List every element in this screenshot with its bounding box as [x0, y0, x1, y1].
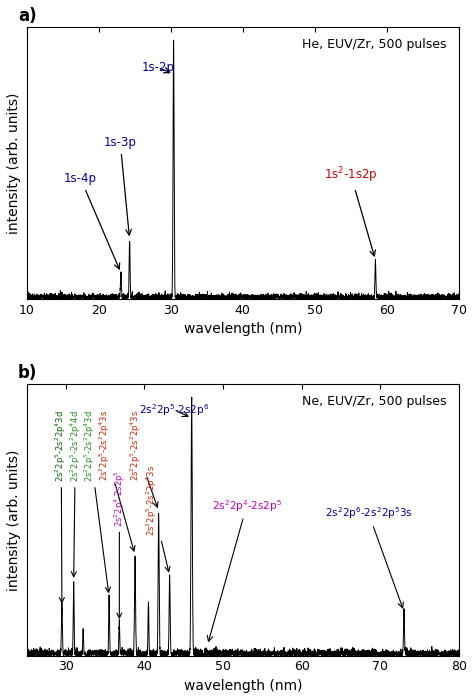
Y-axis label: intensity (arb. units): intensity (arb. units)	[7, 92, 21, 234]
Text: 2s$^2$2p$^6$-2s$^2$2p$^5$3s: 2s$^2$2p$^6$-2s$^2$2p$^5$3s	[325, 505, 412, 608]
X-axis label: wavelength (nm): wavelength (nm)	[183, 679, 302, 693]
Text: 2s$^2$2p$^5$-2s2p$^6$: 2s$^2$2p$^5$-2s2p$^6$	[139, 402, 210, 418]
Text: 2s$^2$2p$^4$-2s2p$^5$: 2s$^2$2p$^4$-2s2p$^5$	[207, 498, 282, 641]
Text: 2s$^2$2p$^5$-2s$^2$2p$^4$3d: 2s$^2$2p$^5$-2s$^2$2p$^4$3d	[82, 410, 110, 592]
Text: 1s-3p: 1s-3p	[104, 136, 137, 235]
Text: 1s$^2$-1s2p: 1s$^2$-1s2p	[324, 165, 378, 256]
Text: b): b)	[18, 363, 37, 382]
Text: 2s$^2$2p$^4$-2s2p$^5$: 2s$^2$2p$^4$-2s2p$^5$	[112, 470, 127, 618]
Y-axis label: intensity (arb. units): intensity (arb. units)	[7, 449, 21, 591]
Text: 2s$^2$2p$^5$-2s$^2$2p$^4$3d: 2s$^2$2p$^5$-2s$^2$2p$^4$3d	[54, 410, 68, 603]
Text: 1s-2p: 1s-2p	[141, 61, 174, 74]
Text: 2s$^2$2p$^5$-2s$^2$2p$^4$4d: 2s$^2$2p$^5$-2s$^2$2p$^4$4d	[68, 410, 82, 577]
Text: 2s$^2$2p$^5$-2s$^2$2p$^4$3s: 2s$^2$2p$^5$-2s$^2$2p$^4$3s	[97, 410, 135, 551]
Text: He, EUV/Zr, 500 pulses: He, EUV/Zr, 500 pulses	[301, 38, 446, 51]
X-axis label: wavelength (nm): wavelength (nm)	[183, 322, 302, 336]
Text: 2s$^2$2p$^5$-2s$^2$2p$^4$3s: 2s$^2$2p$^5$-2s$^2$2p$^4$3s	[129, 410, 158, 507]
Text: 1s-4p: 1s-4p	[64, 172, 119, 269]
Text: 2s$^2$2p$^5$-2s$^2$2p$^4$3s: 2s$^2$2p$^5$-2s$^2$2p$^4$3s	[145, 464, 170, 572]
Text: a): a)	[18, 7, 36, 24]
Text: Ne, EUV/Zr, 500 pulses: Ne, EUV/Zr, 500 pulses	[301, 395, 446, 408]
